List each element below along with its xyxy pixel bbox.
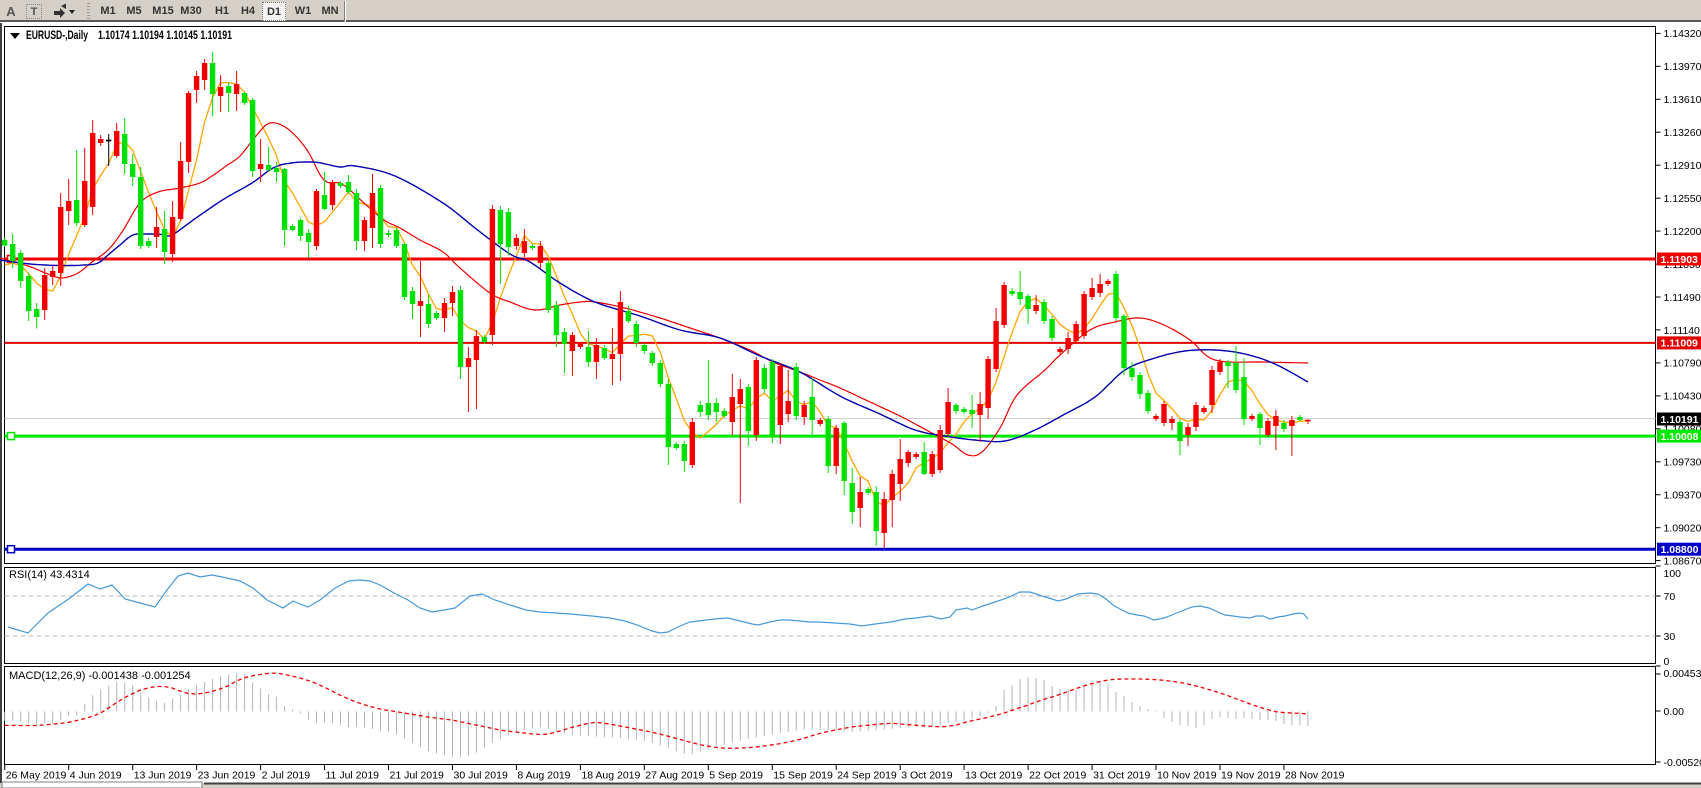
svg-text:100: 100: [1664, 568, 1682, 580]
svg-text:13 Oct 2019: 13 Oct 2019: [965, 770, 1022, 782]
svg-text:26 May 2019: 26 May 2019: [6, 770, 67, 782]
svg-text:13 Jun 2019: 13 Jun 2019: [134, 770, 192, 782]
svg-text:2 Jul 2019: 2 Jul 2019: [262, 770, 311, 782]
svg-text:1.13610: 1.13610: [1664, 94, 1701, 106]
svg-text:1.13260: 1.13260: [1664, 127, 1701, 139]
svg-text:1.11490: 1.11490: [1664, 292, 1701, 304]
svg-text:3 Oct 2019: 3 Oct 2019: [901, 770, 953, 782]
svg-text:0: 0: [1664, 656, 1670, 668]
svg-text:19 Nov 2019: 19 Nov 2019: [1221, 770, 1281, 782]
svg-text:1.10790: 1.10790: [1664, 358, 1701, 370]
svg-text:1.10430: 1.10430: [1664, 391, 1701, 403]
svg-text:-0.005205: -0.005205: [1664, 757, 1701, 769]
svg-text:27 Aug 2019: 27 Aug 2019: [645, 770, 704, 782]
svg-text:11 Jul 2019: 11 Jul 2019: [326, 770, 380, 782]
svg-text:RSI(14) 43.4314: RSI(14) 43.4314: [9, 569, 90, 581]
svg-text:21 Jul 2019: 21 Jul 2019: [390, 770, 444, 782]
svg-text:24 Sep 2019: 24 Sep 2019: [837, 770, 897, 782]
svg-text:31 Oct 2019: 31 Oct 2019: [1093, 770, 1150, 782]
svg-text:1.10191: 1.10191: [1661, 414, 1699, 426]
svg-text:30 Jul 2019: 30 Jul 2019: [454, 770, 508, 782]
svg-text:1.08800: 1.08800: [1661, 544, 1699, 556]
svg-text:1.10008: 1.10008: [1661, 431, 1699, 443]
svg-text:28 Nov 2019: 28 Nov 2019: [1285, 770, 1345, 782]
svg-text:1.11140: 1.11140: [1664, 325, 1701, 337]
svg-text:1.09020: 1.09020: [1664, 523, 1701, 535]
svg-text:0.004536: 0.004536: [1664, 668, 1701, 680]
svg-text:10 Nov 2019: 10 Nov 2019: [1157, 770, 1217, 782]
svg-text:EURUSD-,Daily: EURUSD-,Daily: [26, 30, 88, 42]
svg-text:1.08670: 1.08670: [1664, 555, 1701, 567]
svg-text:MACD(12,26,9) -0.001438 -0.001: MACD(12,26,9) -0.001438 -0.001254: [9, 670, 191, 682]
svg-text:23 Jun 2019: 23 Jun 2019: [198, 770, 256, 782]
svg-text:8 Aug 2019: 8 Aug 2019: [517, 770, 570, 782]
svg-text:30: 30: [1664, 631, 1676, 643]
svg-text:5 Sep 2019: 5 Sep 2019: [709, 770, 763, 782]
svg-text:1.11009: 1.11009: [1661, 338, 1699, 350]
svg-text:4 Jun 2019: 4 Jun 2019: [70, 770, 122, 782]
svg-text:1.13970: 1.13970: [1664, 61, 1701, 73]
svg-text:22 Oct 2019: 22 Oct 2019: [1029, 770, 1086, 782]
svg-text:0.00: 0.00: [1664, 706, 1685, 718]
svg-text:15 Sep 2019: 15 Sep 2019: [773, 770, 833, 782]
svg-text:1.14320: 1.14320: [1664, 28, 1701, 40]
svg-text:1.09370: 1.09370: [1664, 490, 1701, 502]
svg-text:1.11903: 1.11903: [1661, 254, 1699, 266]
svg-text:1.10174 1.10194 1.10145 1.1019: 1.10174 1.10194 1.10145 1.10191: [98, 30, 232, 42]
svg-text:1.12910: 1.12910: [1664, 160, 1701, 172]
svg-text:1.09730: 1.09730: [1664, 457, 1701, 469]
svg-text:70: 70: [1664, 591, 1676, 603]
svg-text:1.12200: 1.12200: [1664, 226, 1701, 238]
svg-text:1.12550: 1.12550: [1664, 193, 1701, 205]
svg-text:18 Aug 2019: 18 Aug 2019: [581, 770, 640, 782]
